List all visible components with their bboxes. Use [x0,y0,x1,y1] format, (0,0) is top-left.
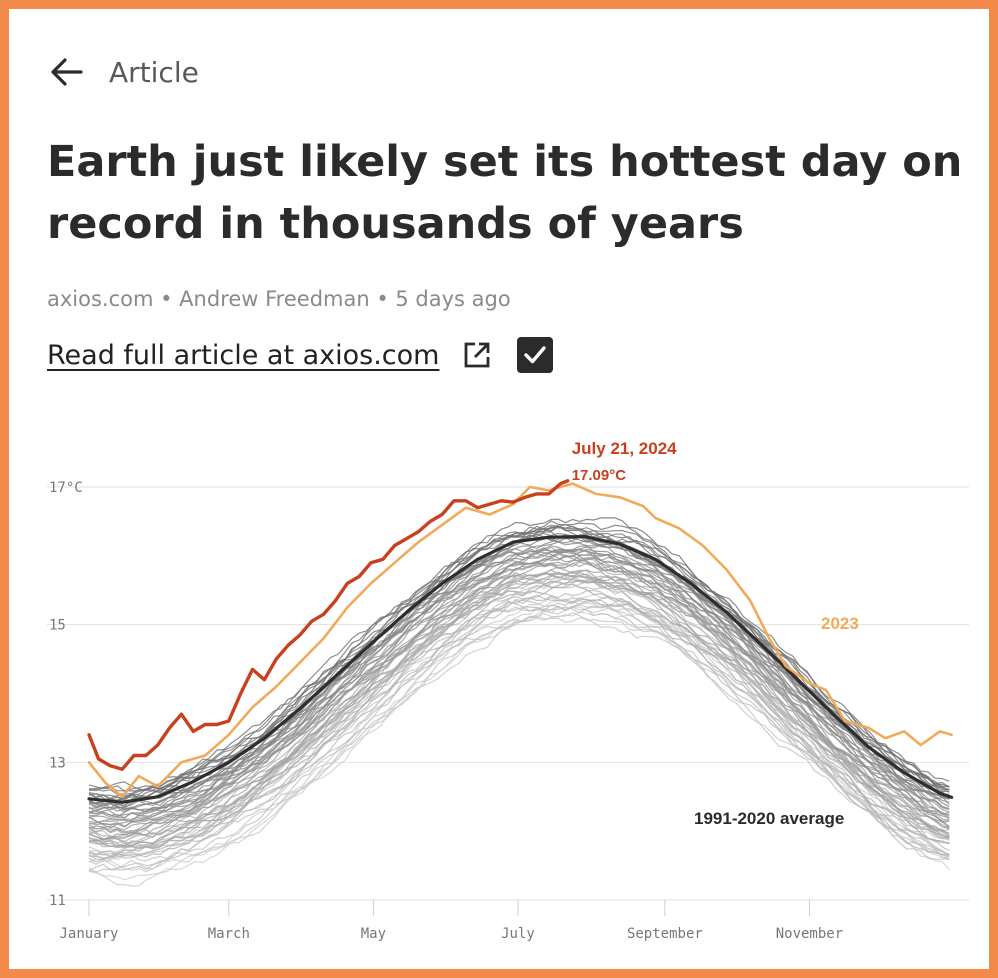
back-label: Article [109,55,199,89]
historical-year-line [88,525,950,792]
external-link-icon[interactable] [461,339,493,371]
y-tick-label: 17°C [49,480,83,496]
historical-year-line [89,569,950,859]
historical-year-line [88,552,950,819]
x-tick-label: January [59,926,118,942]
annotation-average: 1991-2020 average [694,809,844,828]
annotation-2023: 2023 [821,614,859,633]
read-full-article-link[interactable]: Read full article at axios.com [47,339,440,371]
read-checkbox[interactable] [517,337,554,373]
read-article-row: Read full article at axios.com [47,333,554,377]
chart-labels: July 21, 2024 17.09°C 2023 1991-2020 averag… [572,439,859,828]
historical-year-line [88,548,950,834]
historical-year-line [88,548,950,818]
historical-year-line [88,559,950,823]
historical-year-line [88,596,950,887]
checkmark-icon [524,346,547,364]
historical-year-line [88,574,950,847]
x-tick-label: November [776,926,843,942]
y-tick-label: 13 [49,755,66,771]
average-series-line [87,534,954,804]
historical-year-line [88,545,950,811]
article-meta: axios.com • Andrew Freedman • 5 days ago [47,287,511,311]
x-tick-label: September [627,926,703,942]
historical-year-line [88,520,950,792]
arrow-left-icon [51,58,83,86]
article-title: Earth just likely set its hottest day on… [47,137,963,249]
y-tick-label: 11 [49,893,66,909]
back-navigation: Article [47,47,199,97]
historical-year-line [88,554,950,842]
historical-year-line [88,594,950,848]
historical-year-line [88,517,950,792]
chart-grid: 11 13 15 17°C January March May July September No… [47,480,969,942]
series-2024-line [87,479,570,771]
x-tick-label: May [361,926,386,942]
annotation-date: July 21, 2024 [572,439,677,458]
x-tick-label: July [501,926,535,942]
temperature-chart: 11 13 15 17°C January March May July September No… [47,439,969,942]
y-tick-label: 15 [49,618,66,634]
annotation-value: 17.09°C [572,467,627,484]
historical-year-line [88,583,950,848]
x-tick-label: March [208,926,250,942]
chart-series [87,479,954,804]
series-2023-line [87,482,953,799]
historical-year-line [88,575,950,859]
back-button[interactable] [47,49,93,95]
historical-year-line [88,612,950,853]
historical-year-line [88,541,950,815]
historical-year-line [88,524,950,801]
